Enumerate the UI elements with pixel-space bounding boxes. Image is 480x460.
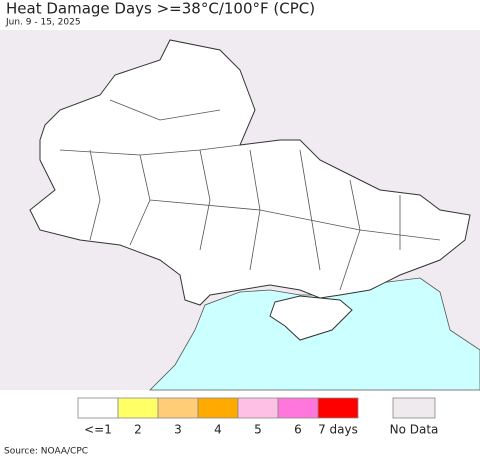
legend-label: 5 bbox=[254, 423, 262, 437]
legend-swatch bbox=[197, 397, 239, 419]
legend-label: 7 days bbox=[318, 423, 358, 437]
title: Heat Damage Days >=38°C/100°F (CPC) bbox=[6, 0, 315, 18]
peninsula bbox=[269, 295, 353, 341]
legend-swatch bbox=[77, 397, 119, 419]
subtitle: Jun. 9 - 15, 2025 bbox=[5, 18, 81, 28]
region-land bbox=[29, 39, 471, 306]
legend-label: 4 bbox=[214, 423, 222, 437]
admin-borders bbox=[59, 99, 441, 291]
legend-swatch bbox=[117, 397, 159, 419]
legend-swatch bbox=[237, 397, 279, 419]
legend-label: No Data bbox=[390, 423, 439, 437]
legend-label: 6 bbox=[294, 423, 302, 437]
source: Source: NOAA/CPC bbox=[4, 447, 88, 457]
legend-swatch bbox=[392, 397, 436, 419]
legend-label: 2 bbox=[134, 423, 142, 437]
legend-swatch bbox=[157, 397, 199, 419]
legend-swatch bbox=[317, 397, 359, 419]
legend-swatch bbox=[277, 397, 319, 419]
legend-label: <=1 bbox=[84, 423, 112, 437]
legend-label: 3 bbox=[174, 423, 182, 437]
